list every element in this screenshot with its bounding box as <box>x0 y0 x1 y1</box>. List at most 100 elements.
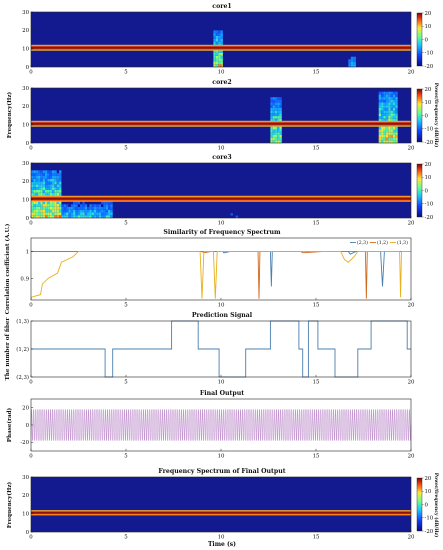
panel-title-similarity: Similarity of Frequency Spectrum <box>163 229 281 236</box>
spectrogram-cell <box>274 118 278 122</box>
spectrogram-cell <box>392 94 396 98</box>
spectrogram-cell <box>35 175 39 179</box>
spectrogram-cell <box>45 187 48 190</box>
spectrogram-cell <box>89 215 92 218</box>
spectrogram-cell <box>392 134 396 138</box>
spectrogram-cell <box>82 207 85 210</box>
spectrogram-cell <box>392 118 396 122</box>
spectrogram-cell <box>350 61 354 65</box>
spectrogram-cell <box>378 140 382 143</box>
spectrogram-cell <box>66 215 69 218</box>
spectrogram-cell <box>279 134 282 138</box>
spectrogram-cell <box>381 126 384 130</box>
spectrogram-cell <box>395 129 398 133</box>
spectrogram-cell <box>270 102 273 106</box>
spectrogram-cell <box>35 181 39 185</box>
spectrogram-cell <box>270 134 273 138</box>
spectrogram-cell <box>61 209 64 213</box>
spectrogram-cell <box>87 207 90 210</box>
x-tick-label: 5 <box>124 380 128 386</box>
spectrogram-cell <box>277 118 280 122</box>
colorbar-tick-label: -10 <box>425 127 434 133</box>
spectrogram-cell <box>47 192 50 196</box>
spectrogram-cell <box>96 204 99 207</box>
spectrogram-cell <box>272 113 275 117</box>
spectrogram-cell <box>84 204 88 207</box>
y-tick-label: 10 <box>22 123 29 129</box>
spectrogram-cell <box>40 178 43 182</box>
spectrogram-cell <box>63 215 67 218</box>
spectrogram-cell <box>52 178 55 182</box>
spectrogram-cell <box>31 170 34 174</box>
spectrogram-cell <box>378 113 382 116</box>
x-tick-label: 5 <box>124 221 128 227</box>
spectrogram-cell <box>35 206 39 210</box>
spectrogram-cell <box>390 94 393 98</box>
similarity-legend: (2,3) (1,2) (1,3) <box>350 239 408 246</box>
spectrogram-cell <box>33 175 36 179</box>
y-tick-label: (1,3) <box>16 318 29 325</box>
legend-label: (2,3) <box>357 239 368 246</box>
final-spectrum-colorbar-label: Power/frequency (dB/Hz) <box>433 473 440 538</box>
x-tick-label: 5 <box>124 146 128 152</box>
spectrogram-cell <box>385 97 389 100</box>
spectrogram-cell <box>274 99 278 103</box>
core2-colorbar-label: Power/frequency (dB/Hz) <box>433 83 440 148</box>
colorbar-tick-label: -10 <box>425 516 434 522</box>
spectrogram-cell <box>42 189 46 193</box>
spectrogram-cell <box>38 215 41 218</box>
spectrogram-cell <box>385 132 389 135</box>
spectrogram-cell <box>378 102 382 106</box>
spectrogram-cell <box>270 137 273 141</box>
spectrogram-cell <box>378 107 382 111</box>
spectrogram-cell <box>54 209 57 213</box>
spectrogram-cell <box>38 170 41 174</box>
spectrogram-cell <box>89 212 92 216</box>
spectrogram-cell <box>277 132 280 135</box>
spectrogram-cell <box>110 207 113 210</box>
panel-core1: core1 0 5 10 15 20 0 10 20 30 20 10 0 -10 -20 <box>22 3 434 76</box>
spectrogram-cell <box>54 189 57 193</box>
spectrogram-cell <box>45 203 48 207</box>
spectrogram-cell <box>77 209 81 213</box>
spectrogram-cell <box>35 192 39 196</box>
spectrogram-cell <box>47 170 50 174</box>
spectrogram-cell <box>277 116 280 119</box>
spectrogram-cell <box>381 137 384 141</box>
core3-marks <box>31 170 411 218</box>
spectrogram-cell <box>52 215 55 218</box>
spectrogram-cell <box>392 91 396 95</box>
spectrogram-cell <box>49 209 53 213</box>
spectrogram-cell <box>42 175 46 179</box>
spectrogram-cell <box>381 105 384 108</box>
spectrogram-cell <box>45 189 48 193</box>
spectrogram-cell <box>56 181 60 185</box>
spectrogram-cell <box>61 212 64 216</box>
spectrogram-cell <box>385 94 389 98</box>
spectrogram-cell <box>63 204 67 207</box>
x-tick-label: 10 <box>218 535 225 541</box>
spectrogram-cell <box>395 132 398 135</box>
spectrogram-cell <box>383 113 386 116</box>
spectrogram-cell <box>52 170 55 174</box>
spectrogram-cell <box>213 64 216 67</box>
spectrogram-cell <box>218 38 221 42</box>
spectrogram-cell <box>89 207 92 210</box>
x-tick-label: 15 <box>313 303 320 309</box>
spectrogram-cell <box>70 207 74 210</box>
spectrogram-cell <box>47 189 50 193</box>
x-tick-label: 20 <box>408 146 415 152</box>
spectrogram-cell <box>68 209 71 213</box>
colorbar-tick-label: -20 <box>425 64 434 70</box>
spectrogram-cell <box>38 181 41 185</box>
spectrogram-cell <box>272 107 275 111</box>
spectrogram-cell <box>272 99 275 103</box>
spectrogram-cell <box>395 107 398 111</box>
core2-ylabel: Frequency(Hz) <box>6 91 13 138</box>
spectrogram-cell <box>272 105 275 108</box>
colorbar-tick-label: -20 <box>425 529 434 535</box>
spectrogram-cell <box>277 113 280 117</box>
prediction-axes: 0 5 10 15 20 (2,3) (1,2) (1,3) <box>16 318 415 386</box>
core2-colorbar: 20 10 0 -10 -20 <box>416 87 434 146</box>
spectrogram-cell <box>274 97 278 100</box>
